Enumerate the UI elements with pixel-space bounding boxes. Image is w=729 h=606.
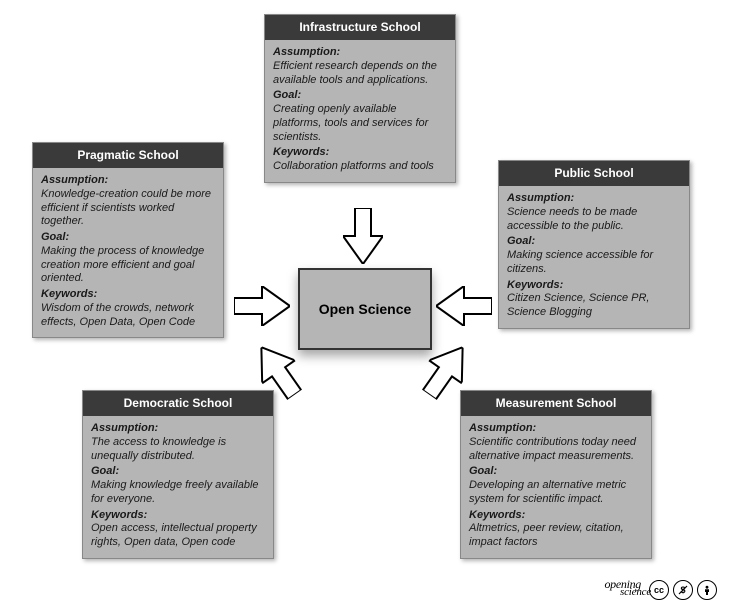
card-public: Public School Assumption: Science needs … [498,160,690,329]
label-keywords: Keywords: [91,509,265,523]
card-title: Measurement School [461,391,651,416]
label-keywords: Keywords: [507,279,681,293]
card-body: Assumption: Scientific contributions tod… [461,416,651,558]
card-body: Assumption: Knowledge-creation could be … [33,168,223,337]
card-title: Infrastructure School [265,15,455,40]
card-democratic: Democratic School Assumption: The access… [82,390,274,559]
arrow-from-public [436,286,492,326]
text-goal: Making knowledge freely available for ev… [91,479,259,505]
label-goal: Goal: [41,231,215,245]
label-keywords: Keywords: [41,288,215,302]
label-assumption: Assumption: [91,422,265,436]
label-goal: Goal: [273,89,447,103]
logo-line2: science [614,588,651,598]
arrow-from-infrastructure [343,208,383,264]
card-body: Assumption: Efficient research depends o… [265,40,455,182]
card-pragmatic: Pragmatic School Assumption: Knowledge-c… [32,142,224,338]
text-keywords: Wisdom of the crowds, network effects, O… [41,302,195,328]
label-keywords: Keywords: [273,146,447,160]
text-assumption: Knowledge-creation could be more efficie… [41,188,211,228]
cc-by-icon [697,580,717,600]
card-title: Pragmatic School [33,143,223,168]
text-keywords: Citizen Science, Science PR, Science Blo… [507,292,649,318]
label-assumption: Assumption: [469,422,643,436]
label-goal: Goal: [91,465,265,479]
label-keywords: Keywords: [469,509,643,523]
text-goal: Creating openly available platforms, too… [273,103,428,143]
card-body: Assumption: Science needs to be made acc… [499,186,689,328]
cc-icon: cc [649,580,669,600]
card-title: Democratic School [83,391,273,416]
label-goal: Goal: [469,465,643,479]
text-assumption: Efficient research depends on the availa… [273,60,437,86]
center-concept: Open Science [298,268,432,350]
cc-nc-icon: $ [673,580,693,600]
label-assumption: Assumption: [41,174,215,188]
card-body: Assumption: The access to knowledge is u… [83,416,273,558]
text-goal: Making science accessible for citizens. [507,249,653,275]
card-title: Public School [499,161,689,186]
text-assumption: Science needs to be made accessible to t… [507,206,637,232]
label-assumption: Assumption: [273,46,447,60]
text-keywords: Collaboration platforms and tools [273,160,434,172]
text-goal: Making the process of knowledge creation… [41,245,204,285]
label-goal: Goal: [507,235,681,249]
center-label: Open Science [319,301,412,317]
text-goal: Developing an alternative metric system … [469,479,626,505]
text-assumption: The access to knowledge is unequally dis… [91,436,226,462]
card-infrastructure: Infrastructure School Assumption: Effici… [264,14,456,183]
text-keywords: Altmetrics, peer review, citation, impac… [469,522,624,548]
label-assumption: Assumption: [507,192,681,206]
footer: opening science cc $ [604,579,717,600]
text-keywords: Open access, intellectual property right… [91,522,257,548]
card-measurement: Measurement School Assumption: Scientifi… [460,390,652,559]
text-assumption: Scientific contributions today need alte… [469,436,636,462]
arrow-from-pragmatic [234,286,290,326]
opening-science-logo: opening science [604,579,641,600]
